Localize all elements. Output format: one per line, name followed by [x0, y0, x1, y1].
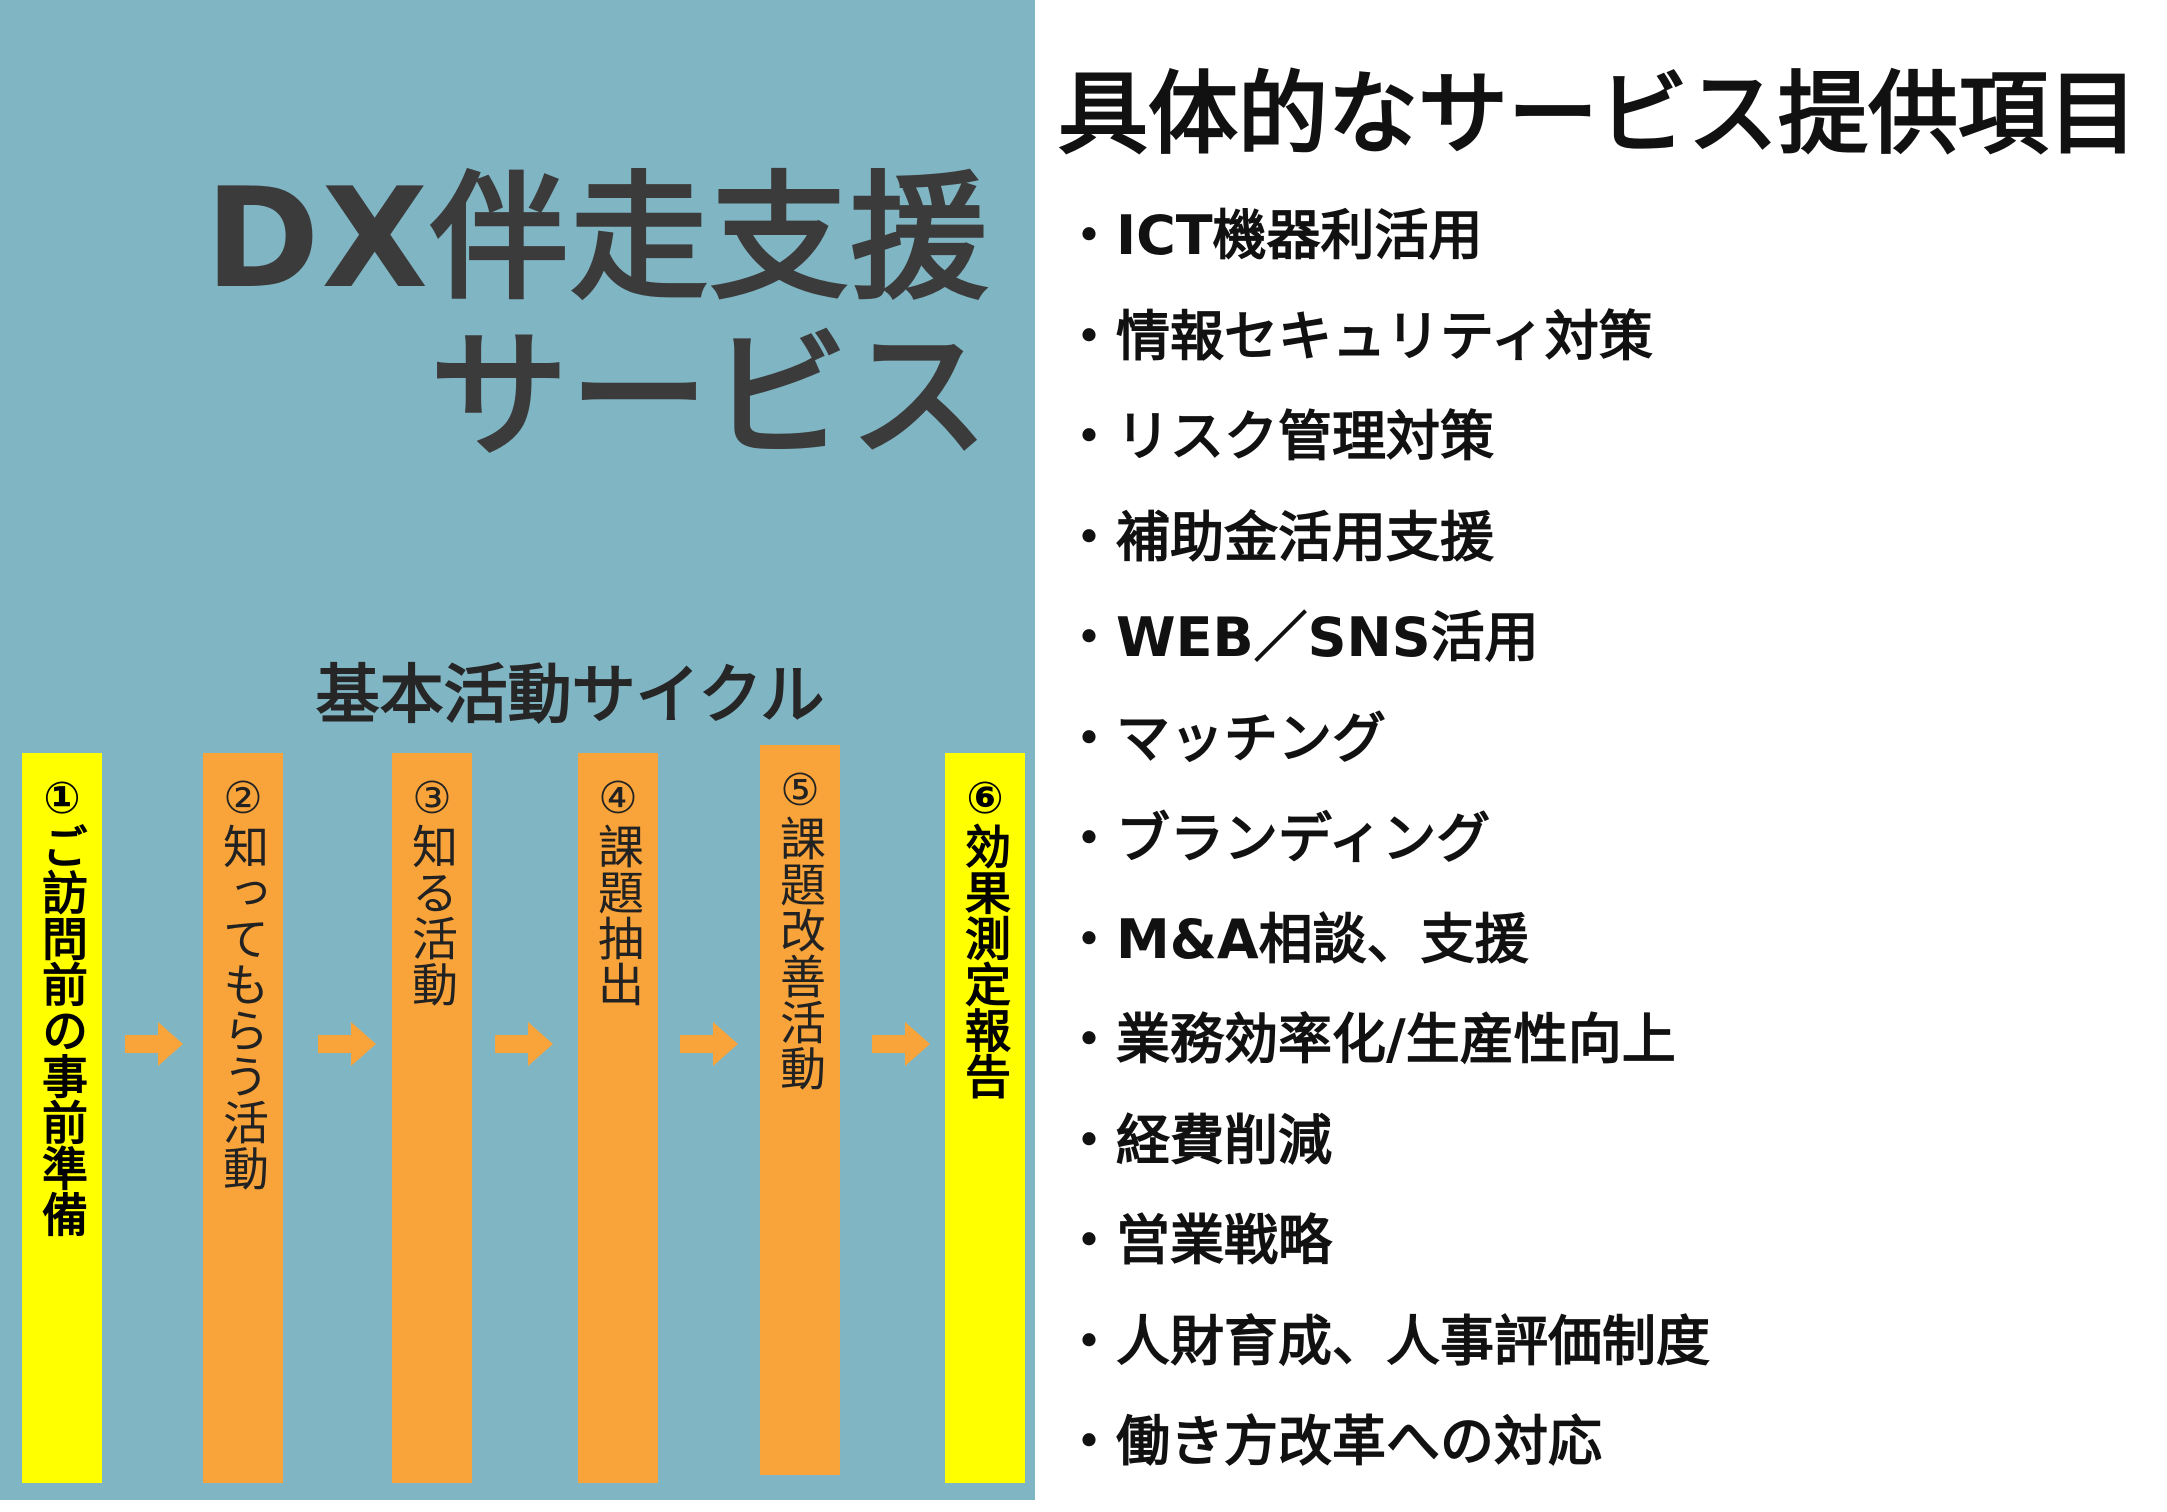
service-title-line-1: DX伴走支援 — [205, 158, 990, 319]
step-1-box: ① ご訪問前の事前準備 — [22, 753, 102, 1483]
service-item: ・ICT機器利活用 — [1062, 204, 1483, 267]
step-5-label: 課題改善活動 — [773, 815, 827, 1091]
service-item: ・補助金活用支援 — [1062, 505, 1494, 569]
step-2-label: 知ってもらう活動 — [216, 823, 270, 1191]
step-3-label: 知る活動 — [405, 823, 459, 1007]
service-item: ・業務効率化/生産性向上 — [1062, 1008, 1676, 1071]
step-6-label: 効果測定報告 — [958, 823, 1012, 1099]
step-1-number: ① — [43, 773, 81, 824]
service-item: ・人財育成、人事評価制度 — [1062, 1309, 1710, 1373]
service-item: ・働き方改革への対応 — [1062, 1410, 1602, 1473]
service-item: ・ブランディング — [1062, 807, 1491, 870]
service-item: ・営業戦略 — [1062, 1209, 1332, 1272]
cycle-title: 基本活動サイクル — [315, 659, 825, 733]
service-item: ・M&A相談、支援 — [1062, 907, 1529, 971]
arrow-right-icon — [125, 1022, 183, 1066]
arrow-right-icon — [318, 1022, 376, 1066]
service-item: ・情報セキュリティ対策 — [1062, 304, 1653, 368]
step-3-box: ③ 知る活動 — [392, 753, 472, 1483]
service-item: ・マッチング — [1062, 706, 1386, 770]
step-2-number: ② — [223, 773, 263, 824]
service-list: ・ICT機器利活用 ・情報セキュリティ対策 ・リスク管理対策 ・補助金活用支援 … — [1062, 205, 1710, 1512]
service-item: ・リスク管理対策 — [1062, 405, 1494, 468]
step-6-box: ⑥ 効果測定報告 — [945, 753, 1025, 1483]
step-1-label: ご訪問前の事前準備 — [35, 823, 89, 1237]
left-panel: DX伴走支援 サービス 基本活動サイクル ① ご訪問前の事前準備 ② 知ってもら… — [0, 0, 1035, 1500]
step-6-number: ⑥ — [966, 773, 1004, 824]
services-heading: 具体的なサービス提供項目 — [1058, 62, 2138, 167]
step-5-box: ⑤ 課題改善活動 — [760, 745, 840, 1475]
arrow-right-icon — [680, 1022, 738, 1066]
service-title-line-2: サービス — [429, 316, 990, 477]
step-5-number: ⑤ — [780, 765, 820, 816]
arrow-right-icon — [872, 1022, 930, 1066]
step-2-box: ② 知ってもらう活動 — [203, 753, 283, 1483]
arrow-right-icon — [495, 1022, 553, 1066]
step-4-number: ④ — [598, 773, 638, 824]
service-item: ・WEB／SNS活用 — [1062, 606, 1539, 669]
step-4-label: 課題抽出 — [591, 823, 645, 1007]
step-3-number: ③ — [412, 773, 452, 824]
service-item: ・経費削減 — [1062, 1108, 1332, 1172]
service-title: DX伴走支援 サービス — [200, 160, 990, 476]
step-4-box: ④ 課題抽出 — [578, 753, 658, 1483]
